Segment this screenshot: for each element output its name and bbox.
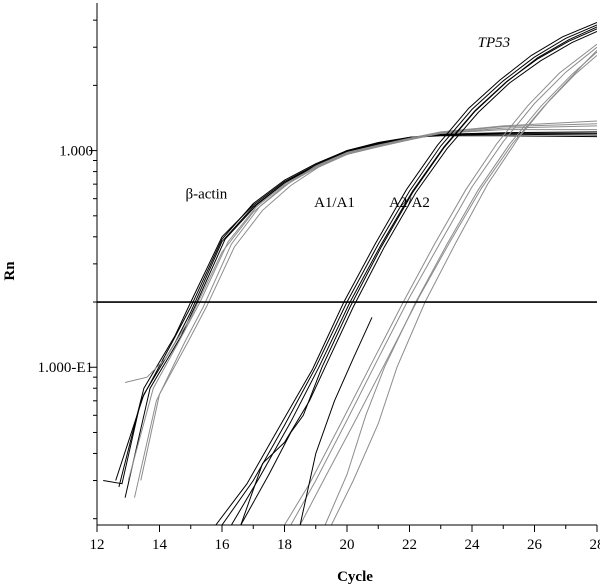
series-line-a2-a2-18 <box>299 317 373 525</box>
x-tick-label-22: 22 <box>402 537 417 553</box>
annotation--actin: β-actin <box>185 187 227 203</box>
x-tick-label-20: 20 <box>340 537 355 553</box>
series-line-a2-a2-19 <box>330 50 597 525</box>
series-line-actin-7 <box>124 123 597 383</box>
labels-layer: 12 14 16 18 20 22 24 26 28 1.000 1.000-E1 Cycle Rn β-… <box>2 35 600 585</box>
series-line-a1-a1-13 <box>240 26 597 525</box>
y-tick-label-0.1: 1.000-E1 <box>38 360 93 376</box>
x-axis-title: Cycle <box>337 569 373 585</box>
series-line-a2-a2-14 <box>290 46 597 525</box>
series-line-actin-8 <box>140 129 597 481</box>
x-tick-label-14: 14 <box>152 537 168 553</box>
series-line-a1-a1-12 <box>240 30 597 525</box>
annotation-a2-a2: A2/A2 <box>389 195 430 211</box>
x-tick-label-28: 28 <box>590 537 600 553</box>
series-line-a1-a1-10 <box>230 28 597 525</box>
series-line-actin-4 <box>103 135 597 485</box>
x-tick-label-18: 18 <box>277 537 292 553</box>
series-line-a1-a1-11 <box>215 22 597 525</box>
series-line-a2-a2-17 <box>324 51 597 525</box>
x-tick-label-16: 16 <box>215 537 231 553</box>
x-tick-label-24: 24 <box>465 537 481 553</box>
axes-layer <box>89 3 598 532</box>
series-layer <box>103 22 597 525</box>
y-axis-title: Rn <box>2 261 18 281</box>
series-line-actin-6 <box>127 120 597 481</box>
series-line-a2-a2-16 <box>284 43 597 525</box>
x-tick-label-26: 26 <box>527 537 543 553</box>
series-line-a1-a1-9 <box>221 24 597 525</box>
y-tick-label-1: 1.000 <box>59 144 93 160</box>
series-line-a2-a2-15 <box>299 55 597 525</box>
x-tick-label-12: 12 <box>90 537 105 553</box>
annotation-tp53: TP53 <box>478 35 511 51</box>
annotation-a1-a1: A1/A1 <box>314 195 355 211</box>
